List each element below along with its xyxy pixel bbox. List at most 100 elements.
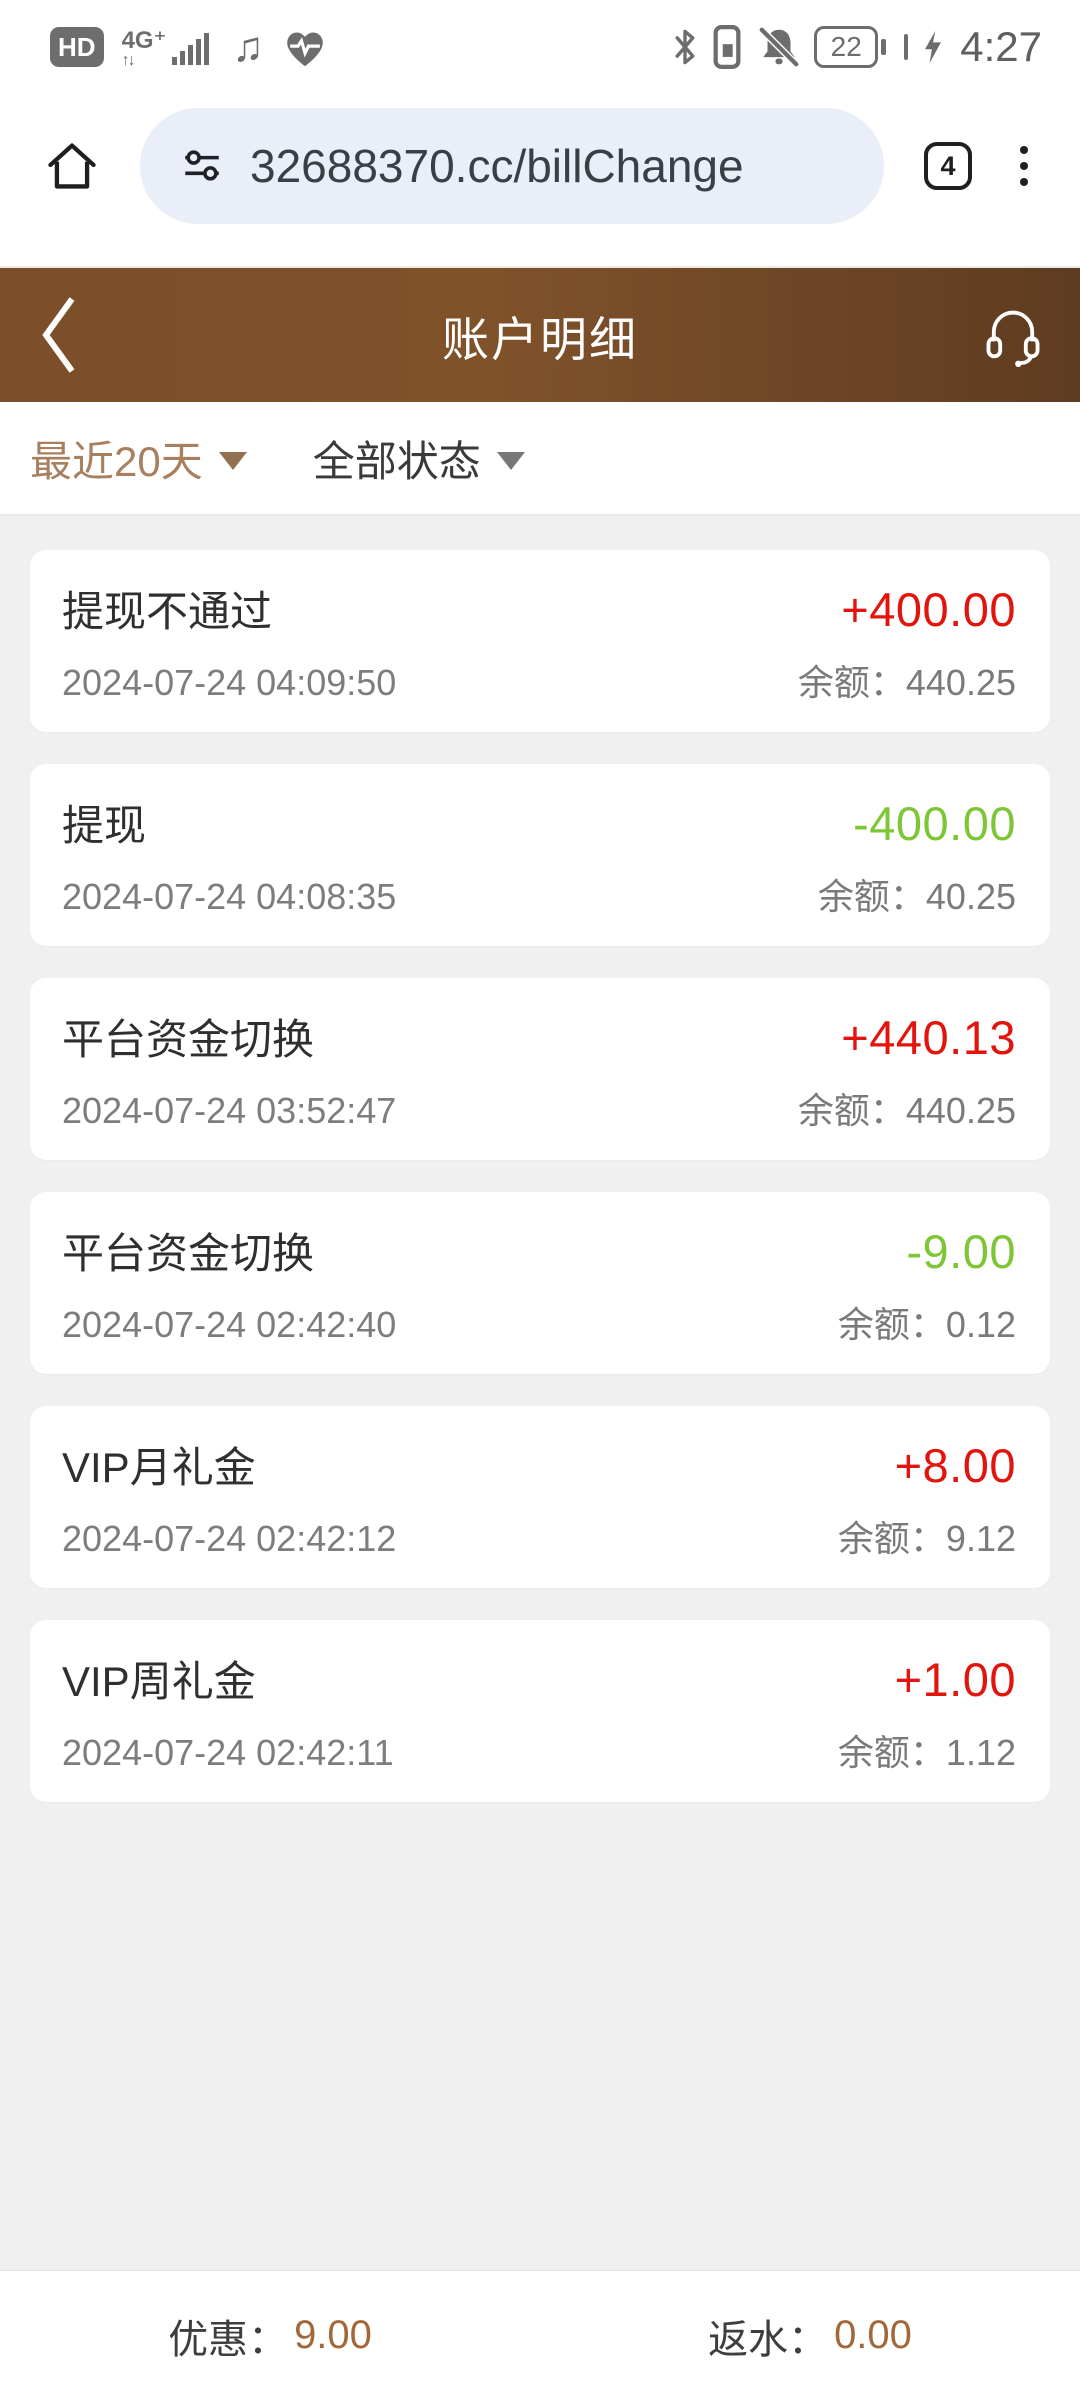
transaction-balance: 余额：440.25	[798, 654, 1016, 706]
card-bottom-row: 2024-07-24 04:09:50 余额：440.25	[62, 654, 1016, 706]
status-bar-right: 22 4:27	[672, 23, 1042, 71]
home-button[interactable]	[44, 138, 100, 194]
network-arrows-label: ↑↓	[121, 52, 136, 69]
network-signal-icon: 4G⁺ ↑↓	[122, 25, 215, 69]
transaction-datetime: 2024-07-24 04:08:35	[62, 876, 397, 917]
balance-label: 余额：	[797, 1090, 906, 1131]
app-header: 账户明细	[0, 266, 1080, 402]
transaction-card[interactable]: 平台资金切换 -9.00 2024-07-24 02:42:40 余额：0.12	[30, 1192, 1050, 1374]
music-icon: ♫	[232, 23, 264, 70]
card-bottom-row: 2024-07-24 02:42:11 余额：1.12	[62, 1724, 1016, 1776]
balance-value: 440.25	[905, 662, 1016, 703]
balance-value: 1.12	[945, 1732, 1016, 1773]
browser-menu-button[interactable]	[1012, 142, 1036, 190]
promo-label: 优惠：	[168, 2317, 289, 2362]
card-top-row: VIP周礼金 +1.00	[62, 1648, 1016, 1709]
promo-summary: 优惠： 9.00	[0, 2307, 540, 2365]
address-bar[interactable]: 32688370.cc/billChange	[140, 108, 884, 224]
transaction-title: 提现不通过	[62, 588, 273, 635]
site-settings-icon	[185, 150, 219, 181]
battery-level: 22	[814, 26, 879, 68]
balance-label: 余额：	[797, 662, 906, 703]
balance-value: 440.25	[905, 1090, 1016, 1131]
card-bottom-row: 2024-07-24 04:08:35 余额：40.25	[62, 868, 1016, 920]
balance-label: 余额：	[837, 1518, 946, 1559]
summary-bar: 优惠： 9.00 返水： 0.00	[0, 2270, 1080, 2400]
transaction-title: 平台资金切换	[62, 1016, 315, 1063]
dot	[1020, 146, 1028, 154]
charging-bolt-icon	[925, 31, 942, 63]
transaction-card[interactable]: 提现 -400.00 2024-07-24 04:08:35 余额：40.25	[30, 764, 1050, 946]
transaction-datetime: 2024-07-24 03:52:47	[62, 1090, 397, 1131]
headset-icon	[986, 310, 1040, 367]
transaction-card[interactable]: VIP周礼金 +1.00 2024-07-24 02:42:11 余额：1.12	[30, 1620, 1050, 1802]
tab-count: 4	[940, 150, 956, 181]
heart-health-icon	[286, 32, 323, 67]
dot	[1020, 178, 1028, 186]
clock: 4:27	[960, 23, 1042, 70]
transaction-datetime: 2024-07-24 04:09:50	[62, 662, 397, 703]
card-top-row: 平台资金切换 +440.13	[62, 1006, 1016, 1067]
transaction-datetime: 2024-07-24 02:42:40	[62, 1304, 397, 1345]
transaction-card[interactable]: VIP月礼金 +8.00 2024-07-24 02:42:12 余额：9.12	[30, 1406, 1050, 1588]
network-4g-label: 4G⁺	[121, 27, 167, 54]
rebate-label: 返水：	[708, 2317, 829, 2362]
transaction-title: VIP月礼金	[62, 1444, 256, 1491]
transaction-title: 提现	[62, 802, 147, 849]
promo-value: 9.00	[294, 2313, 372, 2357]
transaction-title: 平台资金切换	[62, 1230, 315, 1277]
card-top-row: 平台资金切换 -9.00	[62, 1220, 1016, 1281]
balance-value: 40.25	[925, 876, 1016, 917]
network-type-label: 4G⁺ ↑↓	[122, 29, 167, 69]
card-top-row: 提现不通过 +400.00	[62, 578, 1016, 639]
dot	[1020, 162, 1028, 170]
transaction-amount: +1.00	[894, 1653, 1016, 1706]
balance-value: 0.12	[945, 1304, 1016, 1345]
card-bottom-row: 2024-07-24 02:42:40 余额：0.12	[62, 1296, 1016, 1348]
status-filter-label: 全部状态	[312, 437, 481, 485]
card-top-row: 提现 -400.00	[62, 792, 1016, 853]
transaction-balance: 余额：40.25	[818, 868, 1016, 920]
transaction-balance: 余额：0.12	[838, 1296, 1016, 1348]
back-button[interactable]	[36, 292, 106, 378]
bluetooth-icon	[675, 29, 695, 65]
chevron-down-icon	[496, 452, 525, 470]
transaction-balance: 余额：1.12	[838, 1724, 1016, 1776]
browser-toolbar: 32688370.cc/billChange 4	[0, 80, 1080, 266]
transaction-amount: -400.00	[853, 797, 1016, 850]
card-top-row: VIP月礼金 +8.00	[62, 1434, 1016, 1495]
chevron-down-icon	[218, 452, 247, 470]
page-title: 账户明细	[442, 312, 638, 366]
transaction-balance: 余额：9.12	[838, 1510, 1016, 1562]
tab-switcher-button[interactable]: 4	[924, 142, 972, 190]
status-filter[interactable]: 全部状态	[313, 428, 525, 489]
customer-service-button[interactable]	[974, 303, 1044, 367]
battery-nub	[881, 39, 887, 55]
card-bottom-row: 2024-07-24 03:52:47 余额：440.25	[62, 1082, 1016, 1134]
date-range-filter[interactable]: 最近20天	[30, 428, 247, 489]
back-chevron-icon	[42, 297, 75, 373]
url-text: 32688370.cc/billChange	[250, 140, 744, 192]
filter-bar: 最近20天 全部状态	[0, 402, 1080, 516]
transaction-list: 提现不通过 +400.00 2024-07-24 04:09:50 余额：440…	[0, 516, 1080, 2270]
notifications-muted-icon	[759, 27, 800, 67]
transaction-amount: -9.00	[906, 1225, 1016, 1278]
transaction-datetime: 2024-07-24 02:42:12	[62, 1518, 397, 1559]
transaction-datetime: 2024-07-24 02:42:11	[62, 1732, 394, 1773]
rebate-summary: 返水： 0.00	[540, 2307, 1080, 2365]
charging-bar-icon	[904, 34, 909, 60]
transaction-amount: +440.13	[841, 1011, 1016, 1064]
rebate-value: 0.00	[834, 2313, 912, 2357]
signal-bars-icon	[172, 33, 210, 65]
transaction-card[interactable]: 平台资金切换 +440.13 2024-07-24 03:52:47 余额：44…	[30, 978, 1050, 1160]
battery-icon: 22	[814, 26, 887, 68]
date-range-label: 最近20天	[30, 437, 203, 485]
balance-label: 余额：	[817, 876, 926, 917]
transaction-balance: 余额：440.25	[798, 1082, 1016, 1134]
status-bar-left: HD 4G⁺ ↑↓ ♫	[50, 25, 328, 69]
hd-icon: HD	[50, 27, 104, 67]
status-bar: HD 4G⁺ ↑↓ ♫	[0, 0, 1080, 80]
transaction-card[interactable]: 提现不通过 +400.00 2024-07-24 04:09:50 余额：440…	[30, 550, 1050, 732]
card-bottom-row: 2024-07-24 02:42:12 余额：9.12	[62, 1510, 1016, 1562]
